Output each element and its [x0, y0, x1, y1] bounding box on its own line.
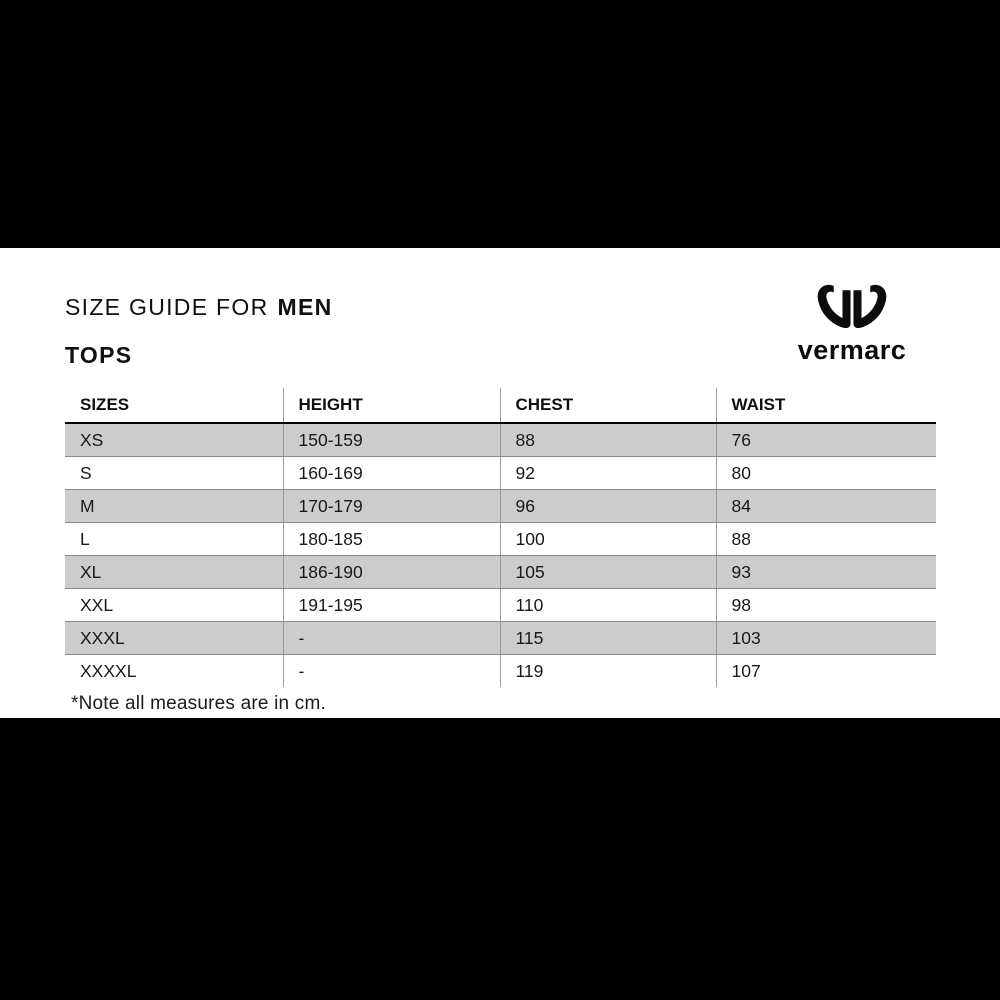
size-cell: XXL [65, 588, 283, 622]
chest-cell: 110 [499, 588, 716, 622]
size-table-row: XXL 191-195 110 98 [65, 588, 936, 622]
footnote: *Note all measures are in cm. [71, 693, 327, 714]
height-cell: 180-185 [282, 522, 500, 556]
size-cell: XL [65, 555, 283, 589]
chest-cell: 119 [499, 654, 716, 687]
category-subtitle: TOPS [65, 342, 133, 368]
size-cell: L [65, 522, 283, 556]
size-cell: XXXXL [80, 661, 137, 681]
size-table-row: XXXXL - 119 107 [65, 654, 936, 687]
height-cell: - [282, 654, 500, 687]
brand-logo: vermarc [786, 283, 918, 365]
waist-cell: 80 [715, 456, 936, 490]
page-title-emphasis: MEN [277, 294, 333, 320]
size-table: SIZES HEIGHT CHEST WAIST XS 150-159 88 7… [65, 388, 936, 687]
chest-cell: 92 [499, 456, 716, 490]
height-cell: 186-190 [282, 555, 500, 589]
size-table-row: S 160-169 92 80 [65, 456, 936, 490]
chest-cell: 105 [499, 555, 716, 589]
chest-cell: 88 [499, 423, 716, 457]
size-table-header-row: SIZES HEIGHT CHEST WAIST [65, 388, 936, 424]
size-cell: XXXL [65, 621, 283, 655]
height-cell: - [282, 621, 500, 655]
size-table-row: XS 150-159 88 76 [65, 423, 936, 457]
column-header-sizes: SIZES [65, 388, 283, 424]
height-cell: 150-159 [282, 423, 500, 457]
height-cell: 191-195 [282, 588, 500, 622]
waist-cell: 107 [715, 654, 936, 687]
waist-cell: 76 [715, 423, 936, 457]
waist-cell: 98 [715, 588, 936, 622]
size-cell: XS [65, 423, 283, 457]
column-header-chest: CHEST [499, 388, 716, 424]
chest-cell: 96 [499, 489, 716, 523]
top-black-band [0, 0, 1000, 248]
bottom-black-band [0, 718, 1000, 1000]
size-cell: M [65, 489, 283, 523]
vermarc-horns-icon [817, 284, 887, 329]
height-cell: 160-169 [282, 456, 500, 490]
page-title: SIZE GUIDE FOR MEN [65, 294, 333, 321]
page-title-prefix: SIZE GUIDE FOR [65, 294, 269, 320]
height-cell: 170-179 [282, 489, 500, 523]
size-table-row: XXXL - 115 103 [65, 621, 936, 655]
chest-cell: 115 [499, 621, 716, 655]
brand-name: vermarc [797, 335, 907, 365]
waist-cell: 103 [715, 621, 936, 655]
waist-cell: 88 [715, 522, 936, 556]
size-cell: S [65, 456, 283, 490]
size-table-row: XL 186-190 105 93 [65, 555, 936, 589]
column-header-height: HEIGHT [282, 388, 500, 424]
size-table-row: L 180-185 100 88 [65, 522, 936, 556]
size-table-body: XS 150-159 88 76 S 160-169 92 80 M 170-1… [65, 423, 936, 687]
column-header-waist: WAIST [715, 388, 936, 424]
size-table-row: M 170-179 96 84 [65, 489, 936, 523]
waist-cell: 84 [715, 489, 936, 523]
waist-cell: 93 [715, 555, 936, 589]
chest-cell: 100 [499, 522, 716, 556]
